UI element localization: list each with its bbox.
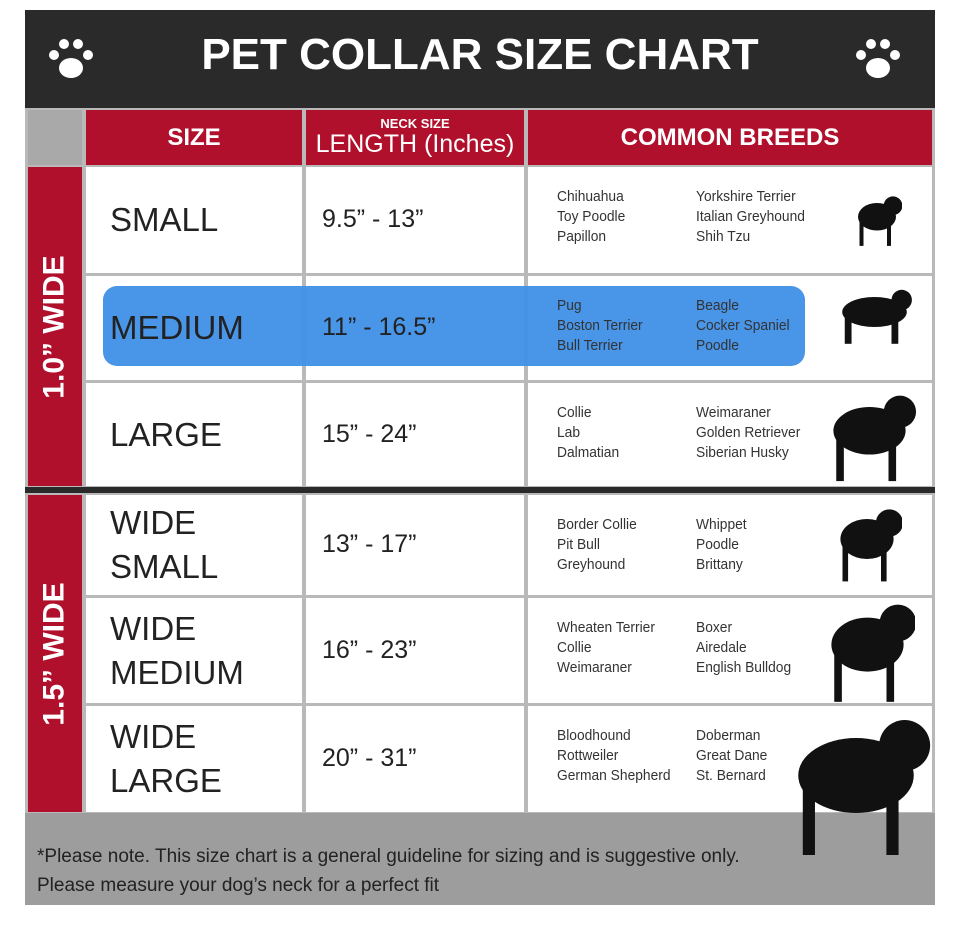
size-cell	[86, 706, 302, 812]
length-label: 16” - 23”	[322, 635, 417, 664]
size-text: WIDE MEDIUM	[110, 609, 244, 691]
size-label: WIDE MEDIUM	[110, 598, 260, 703]
size-cell	[86, 495, 302, 595]
breeds-header: COMMON BREEDS	[528, 110, 932, 165]
paw-icon	[49, 39, 93, 78]
length-header-main: LENGTH (Inches)	[315, 130, 515, 158]
breed: Beagle	[696, 297, 739, 314]
group-label: 1.0” WIDE	[28, 167, 82, 486]
dog-silhouette	[833, 395, 917, 482]
size-label: WIDE SMALL	[110, 495, 260, 595]
breed: Poodle	[696, 536, 739, 553]
breed: Collie	[557, 639, 592, 656]
breed: Greyhound	[557, 556, 626, 573]
breed: English Bulldog	[696, 659, 792, 676]
header-bar	[25, 10, 935, 108]
size-text: LARGE	[110, 415, 222, 453]
breed: Bull Terrier	[557, 337, 623, 354]
length-label: 15” - 24”	[322, 419, 417, 448]
size-text: WIDE LARGE	[110, 718, 222, 799]
length-cell	[306, 383, 524, 486]
breed: Airedale	[696, 639, 747, 656]
size-label: SMALL	[110, 167, 260, 273]
group-text: 1.0” WIDE	[38, 254, 71, 399]
size-label: WIDE LARGE	[110, 706, 260, 812]
length-label: 9.5” - 13”	[322, 205, 424, 233]
group-separator	[25, 487, 935, 493]
length-label: 13” - 17”	[322, 530, 417, 558]
breed: Siberian Husky	[696, 444, 789, 461]
dog-silhouette	[840, 509, 902, 582]
dog-silhouette	[842, 289, 912, 344]
breed: Dalmatian	[557, 444, 620, 461]
size-text: WIDE SMALL	[110, 504, 219, 585]
title: PET COLLAR SIZE CHART	[201, 30, 759, 79]
size-label: LARGE	[110, 383, 260, 486]
footer-note: Please measure your dog’s neck for a per…	[37, 875, 440, 896]
length-header: NECK SIZE LENGTH (Inches)	[306, 110, 524, 165]
breed: Shih Tzu	[696, 228, 751, 245]
size-text: MEDIUM	[110, 309, 244, 346]
breed: Yorkshire Terrier	[696, 188, 796, 205]
breed: German Shepherd	[557, 767, 671, 784]
breed: Wheaten Terrier	[557, 619, 655, 636]
breed: Toy Poodle	[557, 208, 626, 225]
breed: Weimaraner	[557, 659, 632, 676]
breed: Weimaraner	[696, 404, 771, 421]
group-label: 1.5” WIDE	[28, 495, 82, 812]
breed: Chihuahua	[557, 188, 624, 205]
footer-note: *Please note. This size chart is a gener…	[37, 846, 740, 867]
dog-silhouette	[798, 720, 931, 855]
dog-silhouette	[858, 196, 902, 246]
paw-icon	[856, 39, 900, 78]
length-label: 11” - 16.5”	[322, 313, 436, 341]
breed: Boxer	[696, 619, 733, 636]
footer	[25, 813, 935, 905]
breed: Rottweiler	[557, 747, 619, 764]
breed: Pug	[557, 297, 582, 314]
breed: Whippet	[696, 516, 747, 533]
length-cell	[306, 706, 524, 812]
group-text: 1.5” WIDE	[38, 581, 71, 726]
breed: Italian Greyhound	[696, 208, 805, 225]
breed: Doberman	[696, 727, 761, 744]
breed: Pit Bull	[557, 536, 600, 553]
breed: St. Bernard	[696, 767, 766, 784]
breed: Golden Retriever	[696, 424, 801, 441]
corner-cell	[28, 110, 82, 165]
length-cell	[306, 598, 524, 703]
length-label: 20” - 31”	[322, 744, 417, 772]
breed: Cocker Spaniel	[696, 317, 790, 334]
size-header: SIZE	[86, 110, 302, 165]
size-cell	[86, 598, 302, 703]
breed: Great Dane	[696, 747, 768, 764]
length-cell	[306, 167, 524, 273]
breed: Boston Terrier	[557, 317, 643, 334]
breed: Papillon	[557, 228, 607, 245]
size-label: MEDIUM	[110, 276, 260, 380]
length-cell	[306, 495, 524, 595]
size-cell	[86, 167, 302, 273]
breed: Lab	[557, 424, 581, 441]
breed: Bloodhound	[557, 727, 631, 744]
size-text: SMALL	[110, 201, 219, 238]
breed: Poodle	[696, 337, 739, 354]
length-header-small: NECK SIZE	[380, 116, 450, 131]
breed: Border Collie	[557, 516, 637, 533]
dog-silhouette	[831, 604, 915, 702]
highlight	[103, 286, 805, 366]
size-cell	[86, 383, 302, 486]
breed: Brittany	[696, 556, 743, 573]
breed: Collie	[557, 404, 592, 421]
